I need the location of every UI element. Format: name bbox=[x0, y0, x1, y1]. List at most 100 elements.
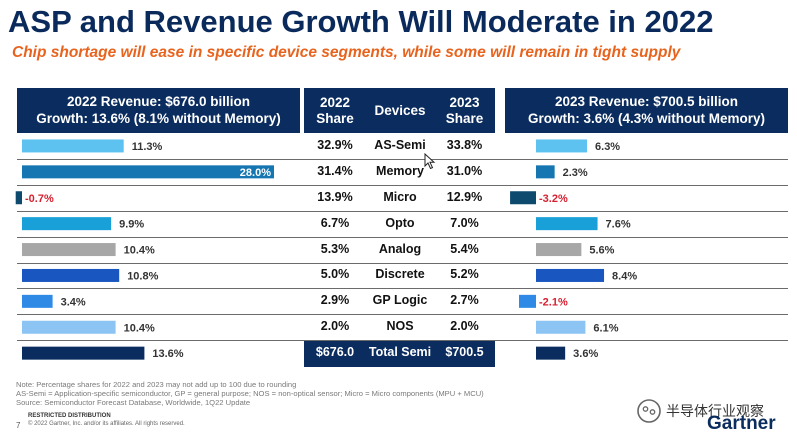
device-name-cell-as-semi: AS-Semi bbox=[374, 137, 426, 152]
row-separator bbox=[17, 184, 788, 186]
device-name-cell-discrete: Discrete bbox=[375, 267, 425, 282]
total-semi-box bbox=[304, 340, 495, 367]
header-col-2022-share-label: Share bbox=[316, 110, 354, 126]
device-name-cell-memory: Memory bbox=[376, 163, 424, 178]
bar-label-2022-analog: 10.4% bbox=[124, 245, 155, 257]
page-title: ASP and Revenue Growth Will Moderate in … bbox=[8, 4, 714, 39]
share-2023-cell-gp-logic: 2.7% bbox=[450, 293, 479, 308]
bar-label-2023-analog: 5.6% bbox=[589, 245, 614, 257]
header-col-devices-label: Devices bbox=[374, 102, 426, 118]
device-name-cell-total-semi: Total Semi bbox=[368, 345, 432, 360]
bar-2022-micro bbox=[15, 191, 22, 205]
share-2022-cell-gp-logic: 2.9% bbox=[320, 293, 350, 308]
row-separator bbox=[17, 158, 788, 160]
share-2023-cell-discrete: 5.2% bbox=[450, 267, 479, 282]
header-share-devices: 2022 Share Devices 2023 Share bbox=[304, 88, 495, 133]
footnote-source: Source: Semiconductor Forecast Database,… bbox=[16, 398, 251, 407]
bar-label-2023-opto: 7.6% bbox=[606, 219, 631, 231]
row-separator bbox=[17, 288, 788, 290]
bar-2022-discrete bbox=[22, 268, 120, 282]
share-2023-cell-opto: 7.0% bbox=[450, 215, 479, 230]
bar-2023-nos bbox=[536, 320, 586, 334]
share-2022-cell-opto: 6.7% bbox=[320, 215, 350, 230]
bar-label-2023-memory: 2.3% bbox=[563, 167, 588, 179]
footnotes: Note: Percentage shares for 2022 and 202… bbox=[16, 380, 484, 407]
bar-2022-nos bbox=[22, 320, 116, 334]
bar-label-2023-nos: 6.1% bbox=[593, 322, 618, 334]
share-2023-cell-as-semi: 33.8% bbox=[446, 137, 483, 152]
row-separator bbox=[17, 236, 788, 238]
bar-2023-gp-logic bbox=[518, 294, 536, 308]
wechat-icon bbox=[637, 399, 661, 423]
row-separator bbox=[17, 340, 788, 342]
device-name-cell-opto: Opto bbox=[385, 215, 415, 230]
row-separator bbox=[17, 210, 788, 212]
device-name-cell-nos: NOS bbox=[386, 319, 414, 334]
share-2022-cell-memory: 31.4% bbox=[317, 163, 353, 178]
header-col-2022-year: 2022 bbox=[319, 94, 351, 110]
bar-2022-analog bbox=[22, 243, 116, 257]
copyright: © 2022 Gartner, Inc. and/or its affiliat… bbox=[28, 421, 185, 427]
bar-2023-analog bbox=[536, 243, 582, 257]
row-separator bbox=[17, 314, 788, 316]
bar-2022-as-semi bbox=[22, 139, 124, 153]
share-2023-cell-micro: 12.9% bbox=[446, 189, 483, 204]
bar-2023-total-semi bbox=[536, 346, 566, 360]
share-2022-cell-micro: 13.9% bbox=[317, 189, 353, 204]
header-col-2022-share: 2022 Share bbox=[304, 88, 366, 133]
watermark-text: 半导体行业观察 bbox=[666, 403, 764, 419]
bar-2022-gp-logic bbox=[22, 294, 53, 308]
share-2022-cell-as-semi: 32.9% bbox=[317, 137, 353, 152]
header-col-2023-share: 2023 Share bbox=[434, 88, 495, 133]
footnote-abbreviations: AS-Semi = Application-specific semicondu… bbox=[16, 389, 484, 398]
header-2022-growth-line2: Growth: 13.6% (8.1% without Memory) bbox=[36, 111, 281, 126]
bar-label-2022-total-semi: 13.6% bbox=[152, 348, 183, 360]
bar-label-2022-opto: 9.9% bbox=[119, 219, 144, 231]
bar-2023-memory bbox=[536, 165, 555, 179]
header-2022-revenue-line1: 2022 Revenue: $676.0 billion bbox=[66, 94, 251, 109]
bar-2022-opto bbox=[22, 217, 112, 231]
device-name-cell-analog: Analog bbox=[378, 241, 422, 256]
bar-label-2022-gp-logic: 3.4% bbox=[61, 296, 86, 308]
header-2022-revenue: 2022 Revenue: $676.0 billion Growth: 13.… bbox=[17, 88, 300, 133]
bar-label-2022-micro: -0.7% bbox=[25, 193, 54, 205]
bar-2023-as-semi bbox=[536, 139, 588, 153]
header-col-devices: Devices bbox=[366, 88, 434, 133]
header-2023-growth-line2: Growth: 3.6% (4.3% without Memory) bbox=[527, 111, 766, 126]
share-2023-cell-memory: 31.0% bbox=[446, 163, 483, 178]
share-2022-cell-discrete: 5.0% bbox=[320, 267, 350, 282]
bar-2023-micro bbox=[510, 191, 536, 205]
header-col-2023-year: 2023 bbox=[449, 94, 480, 110]
header-2023-revenue: 2023 Revenue: $700.5 billion Growth: 3.6… bbox=[505, 88, 788, 133]
page-number: 7 bbox=[16, 421, 21, 430]
share-2023-cell-nos: 2.0% bbox=[450, 319, 479, 334]
bar-label-2023-total-semi: 3.6% bbox=[573, 348, 598, 360]
row-separator bbox=[17, 262, 788, 264]
bar-label-2023-as-semi: 6.3% bbox=[595, 141, 620, 153]
bar-2022-total-semi bbox=[22, 346, 145, 360]
bar-label-2023-discrete: 8.4% bbox=[612, 270, 637, 282]
gartner-logo: Gartner bbox=[707, 413, 776, 434]
bar-label-2022-discrete: 10.8% bbox=[127, 270, 158, 282]
restricted-distribution: RESTRICTED DISTRIBUTION bbox=[28, 413, 111, 419]
bar-label-2022-memory: 28.0% bbox=[240, 167, 271, 179]
share-2023-cell-total-semi: $700.5 bbox=[445, 345, 484, 360]
share-2023-cell-analog: 5.4% bbox=[450, 241, 479, 256]
header-col-2023-share-label: Share bbox=[445, 110, 484, 126]
share-2022-cell-total-semi: $676.0 bbox=[315, 345, 355, 360]
share-2022-cell-nos: 2.0% bbox=[320, 319, 350, 334]
bar-label-2023-micro: -3.2% bbox=[539, 193, 568, 205]
page-subtitle: Chip shortage will ease in specific devi… bbox=[12, 44, 681, 61]
bar-label-2023-gp-logic: -2.1% bbox=[539, 296, 568, 308]
header-2023-revenue-line1: 2023 Revenue: $700.5 billion bbox=[554, 94, 739, 109]
device-name-cell-gp-logic: GP Logic bbox=[372, 293, 428, 308]
bar-2023-opto bbox=[536, 217, 598, 231]
bar-label-2022-as-semi: 11.3% bbox=[132, 141, 163, 153]
bar-2022-memory bbox=[22, 165, 274, 179]
device-name-cell-micro: Micro bbox=[383, 189, 417, 204]
bar-label-2022-nos: 10.4% bbox=[124, 322, 155, 334]
bar-2023-discrete bbox=[536, 268, 605, 282]
mouse-cursor-icon bbox=[424, 153, 436, 170]
share-2022-cell-analog: 5.3% bbox=[320, 241, 350, 256]
